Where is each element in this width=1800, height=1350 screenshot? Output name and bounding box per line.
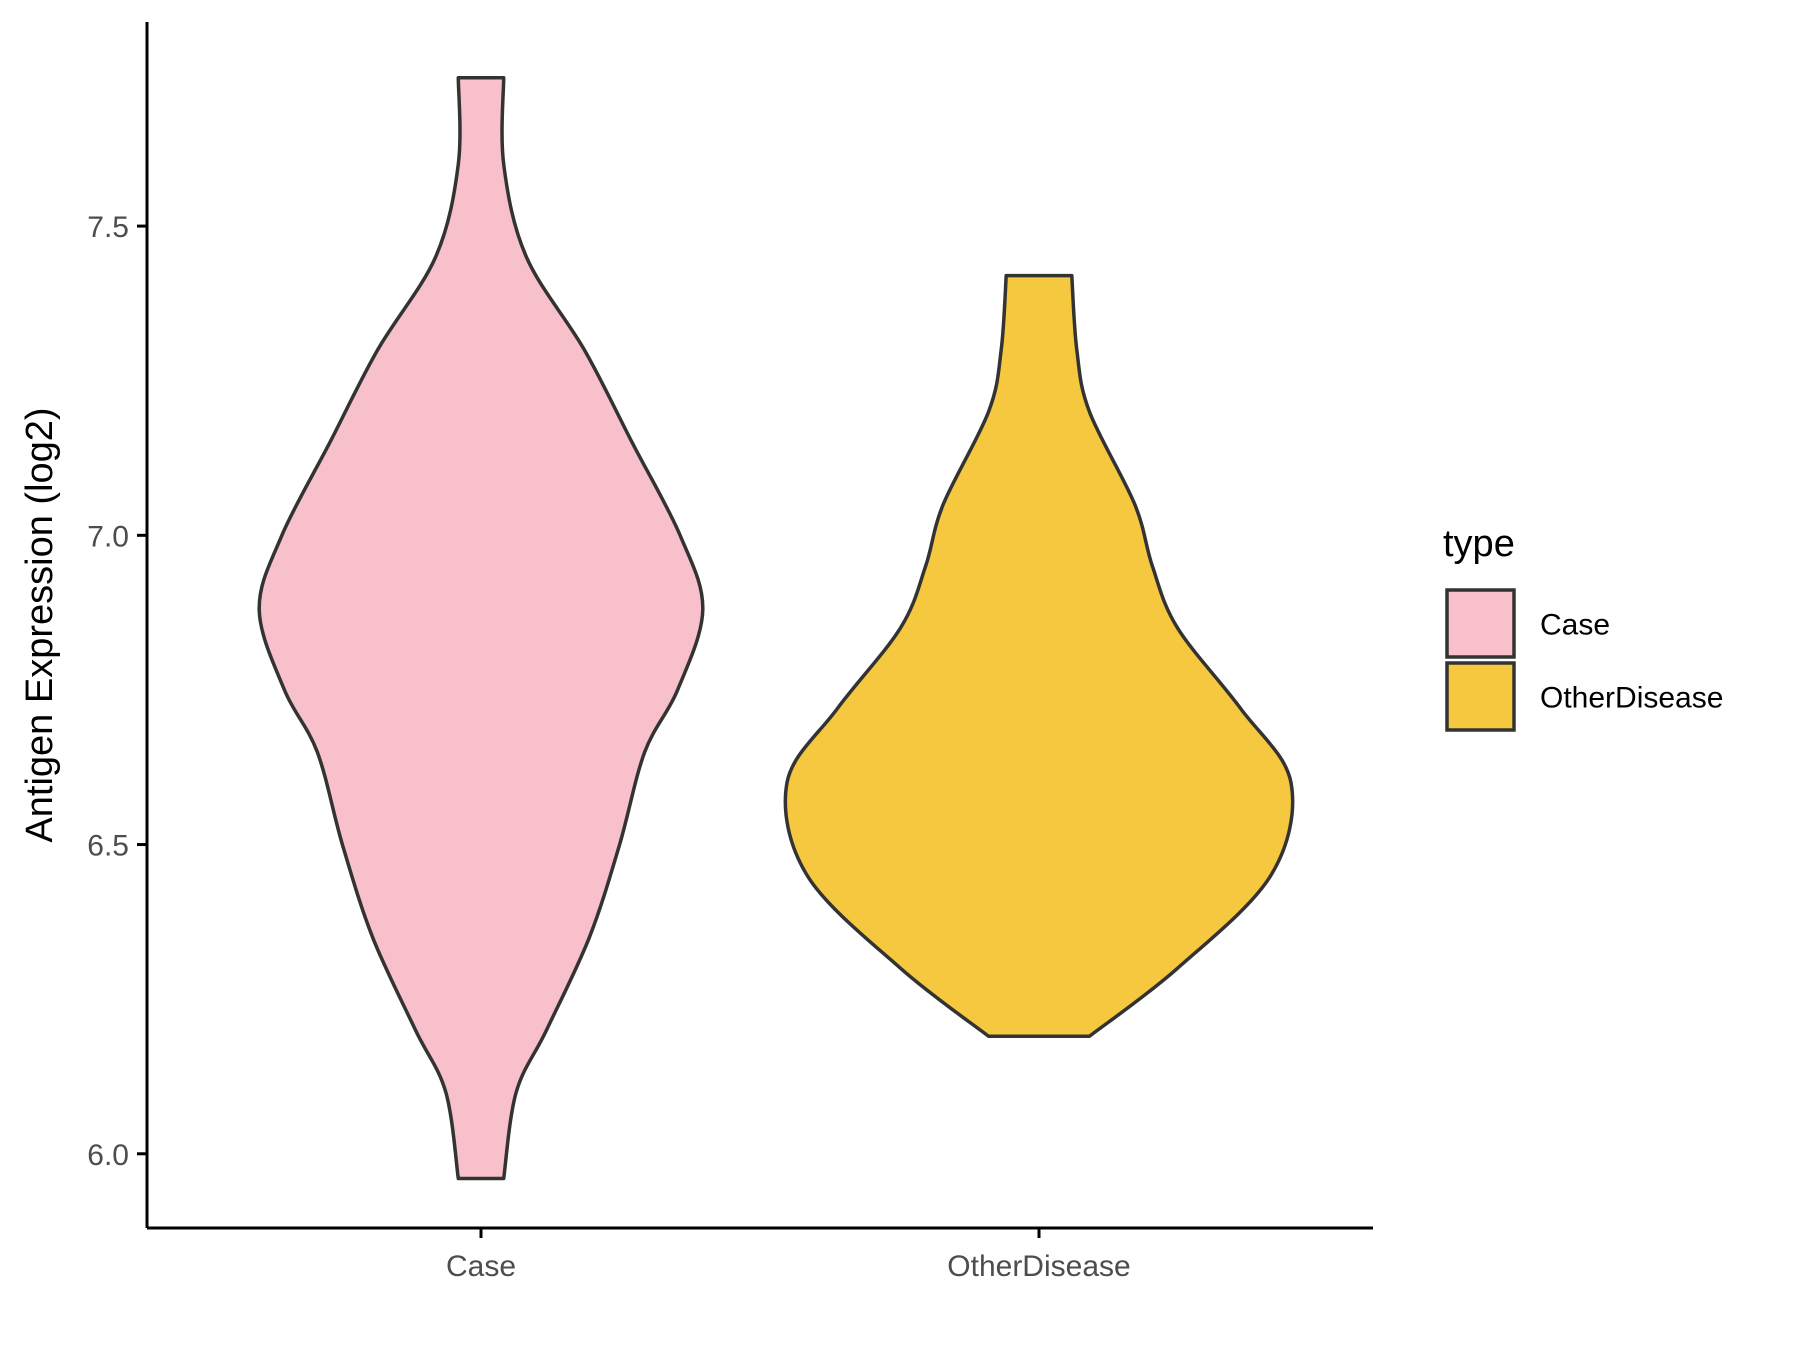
y-tick-label: 6.0 <box>87 1139 129 1172</box>
x-tick-label: OtherDisease <box>947 1250 1130 1283</box>
legend-label: OtherDisease <box>1540 682 1723 715</box>
legend-label: Case <box>1540 609 1610 642</box>
y-tick-label: 6.5 <box>87 830 129 863</box>
legend-key-otherdisease <box>1445 661 1516 732</box>
y-tick-label: 7.5 <box>87 211 129 244</box>
legend: type Case OtherDisease <box>1443 523 1723 732</box>
violin-case <box>257 75 705 1181</box>
legend-title: type <box>1443 523 1515 565</box>
legend-key-case <box>1445 588 1516 659</box>
x-axis-ticks: Case OtherDisease <box>446 1228 1131 1283</box>
x-tick-label: Case <box>446 1250 516 1283</box>
y-axis-title: Antigen Expression (log2) <box>19 407 61 842</box>
y-axis-ticks: 6.0 6.5 7.0 7.5 <box>87 211 147 1172</box>
violin-layer <box>257 75 1295 1181</box>
violin-otherdisease <box>783 273 1295 1039</box>
y-tick-label: 7.0 <box>87 520 129 553</box>
